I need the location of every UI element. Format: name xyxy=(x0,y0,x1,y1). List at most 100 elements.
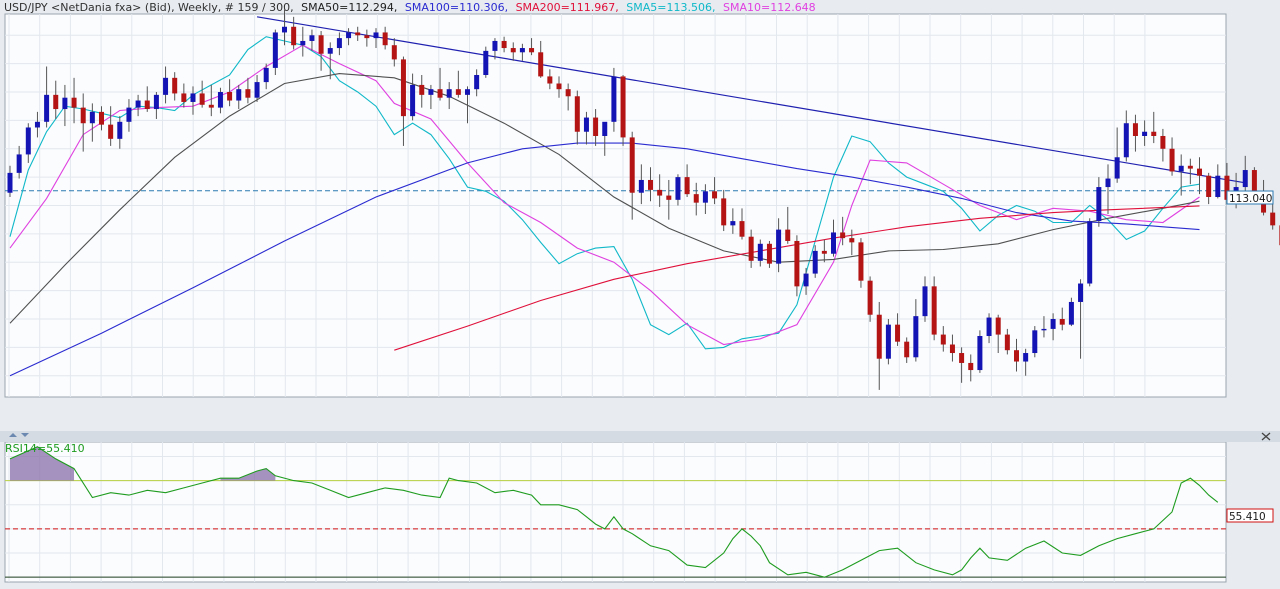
candle xyxy=(217,87,223,114)
candle-body xyxy=(153,94,159,110)
candle xyxy=(44,66,50,128)
candle-body xyxy=(108,124,114,139)
candle-body xyxy=(666,195,672,200)
candle xyxy=(840,216,846,246)
candle xyxy=(25,123,31,163)
candle xyxy=(803,267,809,295)
candle xyxy=(565,83,571,111)
candle xyxy=(126,99,132,132)
candle xyxy=(364,29,370,47)
candle-body xyxy=(849,238,855,243)
candle xyxy=(501,36,507,53)
candle-body xyxy=(702,191,708,203)
candle-body xyxy=(437,89,443,98)
candle xyxy=(254,74,260,102)
candle xyxy=(611,67,617,132)
candle xyxy=(172,72,178,101)
candle-body xyxy=(190,93,196,102)
candle xyxy=(519,43,525,61)
candle xyxy=(702,184,708,215)
candle xyxy=(986,313,992,344)
candle-body xyxy=(327,48,333,54)
candle xyxy=(346,28,352,46)
candle xyxy=(583,111,589,145)
panel-divider[interactable] xyxy=(0,431,1280,442)
candle xyxy=(913,299,919,362)
candle xyxy=(373,28,379,49)
candle xyxy=(538,40,544,78)
candle xyxy=(400,56,406,146)
candle-body xyxy=(135,100,141,108)
candle xyxy=(629,131,635,220)
candle-body xyxy=(1178,165,1184,172)
candle-body xyxy=(455,89,461,95)
candle-body xyxy=(895,324,901,342)
candle xyxy=(89,103,95,142)
candle xyxy=(62,84,68,127)
candle xyxy=(1023,348,1029,376)
candle-body xyxy=(739,221,745,237)
candle xyxy=(959,347,965,383)
candle-body xyxy=(1087,221,1093,284)
candle-body xyxy=(803,273,809,287)
candle xyxy=(821,239,827,263)
candle xyxy=(675,174,681,206)
candle-body xyxy=(80,107,86,124)
candle-body xyxy=(730,221,736,226)
price-tag-value: 113.040 xyxy=(1229,193,1272,205)
candle xyxy=(638,164,644,205)
candle xyxy=(1068,297,1074,327)
candle-body xyxy=(181,93,187,102)
candle xyxy=(1151,111,1157,144)
candle xyxy=(904,337,910,363)
candle xyxy=(1096,177,1102,227)
candle xyxy=(80,93,86,152)
candle xyxy=(465,86,470,124)
candle xyxy=(794,235,800,297)
candle-body xyxy=(199,93,205,105)
candle-body xyxy=(1059,318,1065,325)
candle xyxy=(1142,120,1148,146)
candle xyxy=(474,69,480,97)
candle xyxy=(1059,307,1065,331)
candle-body xyxy=(245,89,251,98)
candle xyxy=(1032,326,1038,358)
candle xyxy=(1114,127,1120,183)
candle-body xyxy=(867,280,873,315)
candle-body xyxy=(373,32,379,39)
candle xyxy=(1187,158,1193,185)
candle-body xyxy=(840,232,846,239)
collapse-arrows-icon[interactable] xyxy=(9,433,29,437)
rsi-panel[interactable] xyxy=(4,441,1227,583)
candle-body xyxy=(968,362,974,371)
candle xyxy=(1087,218,1093,287)
candle xyxy=(1014,338,1019,372)
candle xyxy=(858,238,864,288)
candle-body xyxy=(419,84,425,95)
candle xyxy=(437,67,443,101)
ma-line-sma10 xyxy=(9,44,1200,346)
rsi-tag: 55.410 xyxy=(1226,508,1274,523)
candle-body xyxy=(217,92,223,108)
candle-body xyxy=(620,76,626,138)
candle-body xyxy=(1096,187,1102,222)
candle xyxy=(510,42,516,61)
price-tag: 113.040 xyxy=(1226,190,1274,205)
candle-body xyxy=(1151,131,1157,136)
candle-body xyxy=(282,26,287,33)
candle-body xyxy=(254,82,260,98)
candle-body xyxy=(913,316,919,358)
candle-body xyxy=(519,48,525,53)
candle-body xyxy=(1215,175,1221,197)
candle xyxy=(766,240,772,268)
candle-body xyxy=(1142,131,1148,136)
candle-body xyxy=(382,32,388,46)
candle-body xyxy=(538,52,544,77)
close-rsi-icon[interactable] xyxy=(1260,432,1272,441)
candle-body xyxy=(1068,301,1074,325)
candle-body xyxy=(99,111,104,125)
candle xyxy=(547,69,553,90)
candle-body xyxy=(446,89,452,98)
candle-body xyxy=(346,32,352,39)
candle xyxy=(885,318,891,365)
